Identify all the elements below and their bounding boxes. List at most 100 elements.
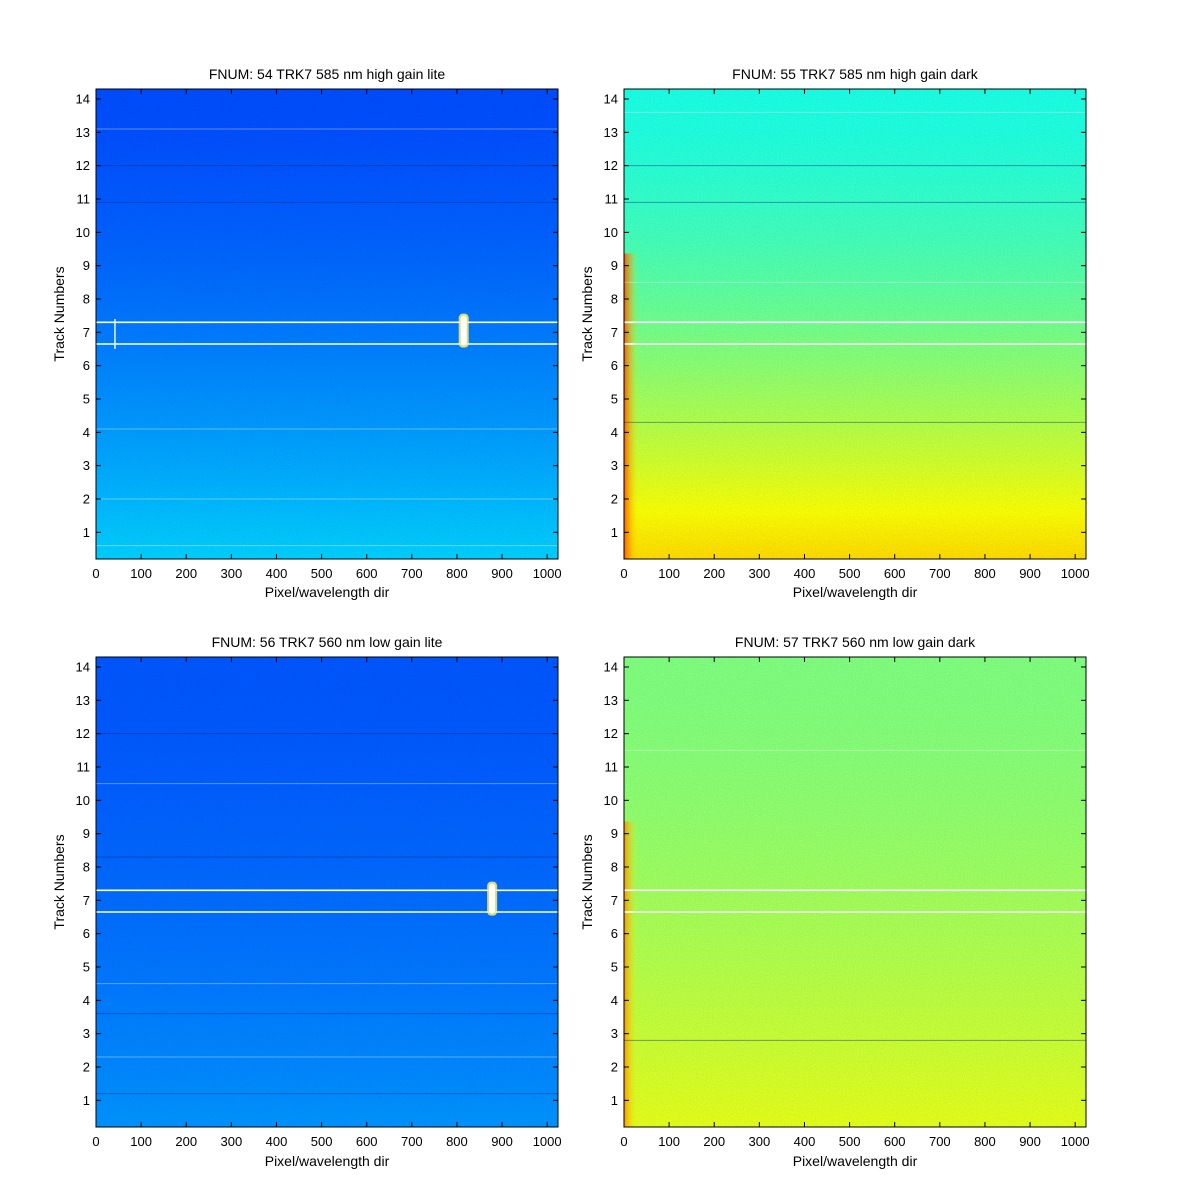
x-axis-label: Pixel/wavelength dir [793, 584, 918, 600]
x-tick-label: 100 [130, 1134, 152, 1149]
x-tick-label: 700 [401, 1134, 423, 1149]
heatmap-noise [624, 657, 1086, 1127]
y-axis-label: Track Numbers [579, 266, 595, 361]
y-tick-label: 7 [83, 325, 90, 340]
x-tick-label: 1000 [533, 566, 562, 581]
x-tick-label: 0 [92, 1134, 99, 1149]
y-tick-label: 13 [604, 693, 618, 708]
y-tick-label: 5 [83, 960, 90, 975]
y-tick-label: 2 [83, 1060, 90, 1075]
y-axis-label: Track Numbers [579, 834, 595, 929]
x-tick-label: 100 [658, 1134, 680, 1149]
x-tick-label: 600 [356, 1134, 378, 1149]
y-tick-label: 11 [605, 760, 619, 775]
x-tick-label: 900 [491, 566, 513, 581]
y-tick-label: 13 [76, 693, 90, 708]
y-tick-label: 12 [604, 726, 618, 741]
x-tick-label: 800 [974, 566, 996, 581]
x-tick-label: 300 [749, 566, 771, 581]
y-tick-label: 6 [611, 358, 618, 373]
x-tick-label: 600 [884, 1134, 906, 1149]
y-tick-label: 11 [77, 760, 91, 775]
y-tick-label: 5 [611, 392, 618, 407]
axes-frame [623, 656, 1087, 1128]
hot-spot [489, 883, 496, 914]
x-tick-label: 200 [175, 566, 197, 581]
heatmap-noise [624, 89, 1086, 559]
x-tick-label: 0 [620, 566, 627, 581]
panel-title: FNUM: 57 TRK7 560 nm low gain dark [735, 634, 976, 650]
y-tick-label: 9 [611, 258, 618, 273]
x-tick-label: 500 [311, 566, 333, 581]
y-tick-label: 14 [76, 660, 90, 675]
x-tick-label: 400 [794, 566, 816, 581]
axes-frame [623, 88, 1087, 560]
x-tick-label: 400 [794, 1134, 816, 1149]
x-tick-label: 700 [929, 1134, 951, 1149]
y-tick-label: 12 [604, 158, 618, 173]
y-tick-label: 2 [611, 492, 618, 507]
x-tick-label: 1000 [1061, 1134, 1090, 1149]
x-tick-label: 700 [929, 566, 951, 581]
y-tick-label: 10 [76, 225, 90, 240]
x-tick-label: 200 [703, 1134, 725, 1149]
x-tick-label: 400 [266, 1134, 288, 1149]
y-tick-label: 11 [605, 192, 619, 207]
heatmap-image [96, 657, 558, 1127]
y-tick-label: 4 [611, 993, 618, 1008]
y-tick-label: 1 [611, 525, 618, 540]
y-tick-label: 10 [76, 793, 90, 808]
y-tick-label: 14 [604, 660, 618, 675]
y-tick-label: 2 [611, 1060, 618, 1075]
x-tick-label: 100 [658, 566, 680, 581]
x-tick-label: 800 [974, 1134, 996, 1149]
x-tick-label: 1000 [1061, 566, 1090, 581]
x-axis-label: Pixel/wavelength dir [265, 584, 390, 600]
y-tick-label: 5 [83, 392, 90, 407]
y-tick-label: 14 [604, 92, 618, 107]
x-tick-label: 500 [311, 1134, 333, 1149]
heatmap-noise [96, 657, 558, 1127]
x-tick-label: 0 [620, 1134, 627, 1149]
panel-fnum-57: FNUM: 57 TRK7 560 nm low gain dark Pixel… [579, 634, 1090, 1169]
x-tick-label: 600 [884, 566, 906, 581]
x-tick-label: 900 [491, 1134, 513, 1149]
y-tick-label: 3 [83, 1026, 90, 1041]
x-tick-label: 800 [446, 1134, 468, 1149]
y-tick-label: 3 [611, 1026, 618, 1041]
axes-frame [95, 88, 559, 560]
y-tick-label: 2 [83, 492, 90, 507]
y-tick-label: 1 [83, 525, 90, 540]
edge-band [624, 253, 638, 559]
x-axis-label: Pixel/wavelength dir [793, 1153, 918, 1169]
x-tick-label: 700 [401, 566, 423, 581]
x-tick-label: 200 [175, 1134, 197, 1149]
x-tick-label: 400 [266, 566, 288, 581]
x-tick-label: 100 [130, 566, 152, 581]
y-tick-label: 13 [604, 125, 618, 140]
panel-title: FNUM: 55 TRK7 585 nm high gain dark [732, 66, 979, 82]
x-tick-label: 0 [92, 566, 99, 581]
y-tick-label: 8 [83, 860, 90, 875]
y-tick-label: 1 [83, 1093, 90, 1108]
y-tick-label: 9 [611, 826, 618, 841]
y-tick-label: 10 [604, 225, 618, 240]
y-tick-label: 10 [604, 793, 618, 808]
y-tick-label: 14 [76, 92, 90, 107]
y-tick-label: 7 [611, 893, 618, 908]
y-tick-label: 11 [77, 192, 91, 207]
x-tick-label: 200 [703, 566, 725, 581]
y-tick-label: 6 [611, 926, 618, 941]
panel-title: FNUM: 56 TRK7 560 nm low gain lite [212, 634, 443, 650]
y-tick-label: 5 [611, 960, 618, 975]
y-axis-label: Track Numbers [51, 834, 67, 929]
hot-spot [460, 315, 467, 346]
y-tick-label: 12 [76, 158, 90, 173]
x-tick-label: 600 [356, 566, 378, 581]
y-tick-label: 7 [83, 893, 90, 908]
y-tick-label: 6 [83, 358, 90, 373]
y-tick-label: 7 [611, 325, 618, 340]
y-tick-label: 8 [83, 292, 90, 307]
x-tick-label: 300 [221, 1134, 243, 1149]
edge-band [624, 821, 638, 1127]
